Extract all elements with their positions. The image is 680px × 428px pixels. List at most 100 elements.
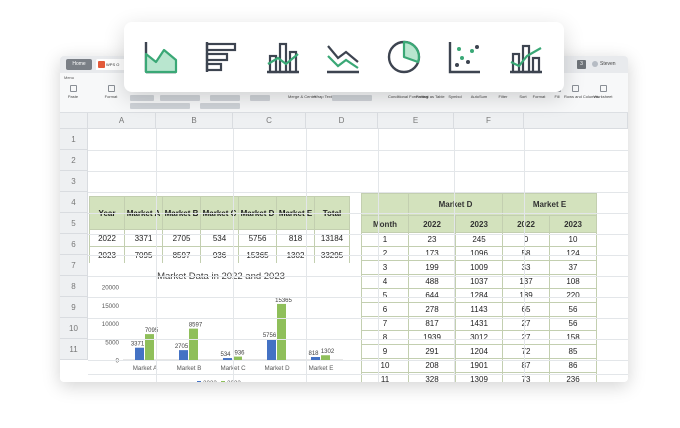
row-header[interactable]: 9	[60, 297, 88, 318]
row-header[interactable]: 10	[60, 318, 88, 339]
ribbon-control[interactable]	[200, 103, 240, 109]
table-cell[interactable]: 278	[408, 302, 456, 317]
table-cell[interactable]: 1096	[455, 246, 503, 261]
table-cell[interactable]: 9	[361, 344, 409, 359]
ribbon-control[interactable]	[130, 103, 190, 109]
table-b-group-header[interactable]: Market D	[408, 193, 503, 216]
table-cell[interactable]: 85	[549, 344, 597, 359]
table-cell[interactable]: 1143	[455, 302, 503, 317]
ribbon-control[interactable]	[210, 95, 240, 101]
table-cell[interactable]: 2	[361, 246, 409, 261]
bar-chart-horizontal-icon[interactable]	[203, 38, 241, 76]
table-b-header[interactable]: 2022	[502, 215, 550, 233]
ribbon-control[interactable]	[130, 95, 154, 101]
table-b-group-blank[interactable]	[361, 193, 409, 216]
column-header[interactable]: C	[233, 113, 306, 129]
scatter-chart-icon[interactable]	[446, 38, 484, 76]
row-header[interactable]: 4	[60, 192, 88, 213]
column-header[interactable]: B	[156, 113, 233, 129]
row-header[interactable]: 2	[60, 150, 88, 171]
table-b-group-header[interactable]: Market E	[502, 193, 597, 216]
table-cell[interactable]: 644	[408, 288, 456, 303]
table-cell[interactable]: 56	[549, 302, 597, 317]
pie-chart-icon[interactable]	[385, 38, 423, 76]
bar-2023[interactable]	[189, 328, 198, 360]
bar-2023[interactable]	[277, 303, 286, 360]
table-cell[interactable]: 2705	[162, 229, 201, 247]
ribbon-icon	[107, 85, 115, 92]
table-cell[interactable]: 1284	[455, 288, 503, 303]
table-cell[interactable]: 2022	[89, 229, 125, 247]
column-header[interactable]: D	[306, 113, 378, 129]
table-cell[interactable]: 108	[549, 274, 597, 289]
bar-2023[interactable]	[233, 356, 242, 360]
user-account[interactable]: Steven	[592, 59, 616, 70]
ribbon-item-0[interactable]: Paste	[62, 85, 84, 99]
worksheet-grid[interactable]: Year Market A Market B Market C Market D Mark…	[60, 113, 628, 382]
table-cell[interactable]: 5756	[238, 229, 277, 247]
area-chart-icon[interactable]	[142, 38, 180, 76]
table-cell[interactable]: 173	[408, 246, 456, 261]
table-cell[interactable]: 33	[502, 260, 550, 275]
combo-chart-icon[interactable]	[507, 38, 545, 76]
table-cell[interactable]: 37	[549, 260, 597, 275]
table-cell[interactable]: 1939	[408, 330, 456, 345]
table-b-header[interactable]: 2023	[455, 215, 503, 233]
table-cell[interactable]: 58	[502, 246, 550, 261]
bar-2022[interactable]	[223, 358, 232, 360]
row-header[interactable]: 8	[60, 276, 88, 297]
home-tab[interactable]: Home	[66, 59, 92, 70]
table-cell[interactable]: 13184	[314, 229, 350, 247]
table-cell[interactable]: 27	[502, 330, 550, 345]
bar-2023[interactable]	[145, 334, 154, 360]
table-cell[interactable]: 199	[408, 260, 456, 275]
table-cell[interactable]: 5	[361, 288, 409, 303]
table-cell[interactable]: 236	[549, 372, 597, 382]
ribbon-control[interactable]	[250, 95, 270, 101]
row-header[interactable]: 6	[60, 234, 88, 255]
ribbon-item-16[interactable]: Worksheet	[592, 85, 614, 99]
table-cell[interactable]: 158	[549, 330, 597, 345]
menu-button[interactable]: Menu	[64, 75, 75, 80]
table-cell[interactable]: 291	[408, 344, 456, 359]
table-cell[interactable]: 3	[361, 260, 409, 275]
table-cell[interactable]: 189	[502, 288, 550, 303]
column-header-extra[interactable]	[524, 113, 628, 129]
table-cell[interactable]: 8	[361, 330, 409, 345]
row-header[interactable]: 7	[60, 255, 88, 276]
column-header[interactable]: E	[378, 113, 454, 129]
document-tab[interactable]: WPS O	[96, 59, 126, 70]
line-chart-icon[interactable]	[324, 38, 362, 76]
notification-badge[interactable]: 3	[577, 60, 586, 69]
select-all-corner[interactable]	[60, 113, 88, 129]
table-cell[interactable]: 72	[502, 344, 550, 359]
column-line-chart-icon[interactable]	[264, 38, 302, 76]
row-header[interactable]: 1	[60, 129, 88, 150]
row-header[interactable]: 3	[60, 171, 88, 192]
table-cell[interactable]: 1204	[455, 344, 503, 359]
ribbon-item-15[interactable]: Rows and Columns	[564, 85, 599, 99]
table-cell[interactable]: 124	[549, 246, 597, 261]
table-cell[interactable]: 1009	[455, 260, 503, 275]
column-header[interactable]: F	[454, 113, 524, 129]
ribbon-control[interactable]	[332, 95, 372, 101]
bar-2022[interactable]	[179, 350, 188, 360]
table-cell[interactable]: 65	[502, 302, 550, 317]
bar-2022[interactable]	[135, 347, 144, 360]
table-cell[interactable]: 220	[549, 288, 597, 303]
market-bar-chart[interactable]: Market Data in 2022 and 2023 05000100001…	[89, 263, 353, 382]
row-header[interactable]: 11	[60, 339, 88, 360]
ribbon-item-3[interactable]: Format	[100, 85, 122, 99]
table-b-header[interactable]: 2023	[549, 215, 597, 233]
table-cell[interactable]: 3012	[455, 330, 503, 345]
table-cell[interactable]: 6	[361, 302, 409, 317]
table-cell[interactable]: 818	[276, 229, 315, 247]
bar-2022[interactable]	[311, 357, 320, 360]
bar-2022[interactable]	[267, 338, 276, 360]
bar-2023[interactable]	[321, 355, 330, 360]
table-b-header[interactable]: Month	[361, 215, 409, 233]
row-header[interactable]: 5	[60, 213, 88, 234]
ribbon-control[interactable]	[160, 95, 200, 101]
table-b-header[interactable]: 2022	[408, 215, 456, 233]
column-header[interactable]: A	[88, 113, 156, 129]
